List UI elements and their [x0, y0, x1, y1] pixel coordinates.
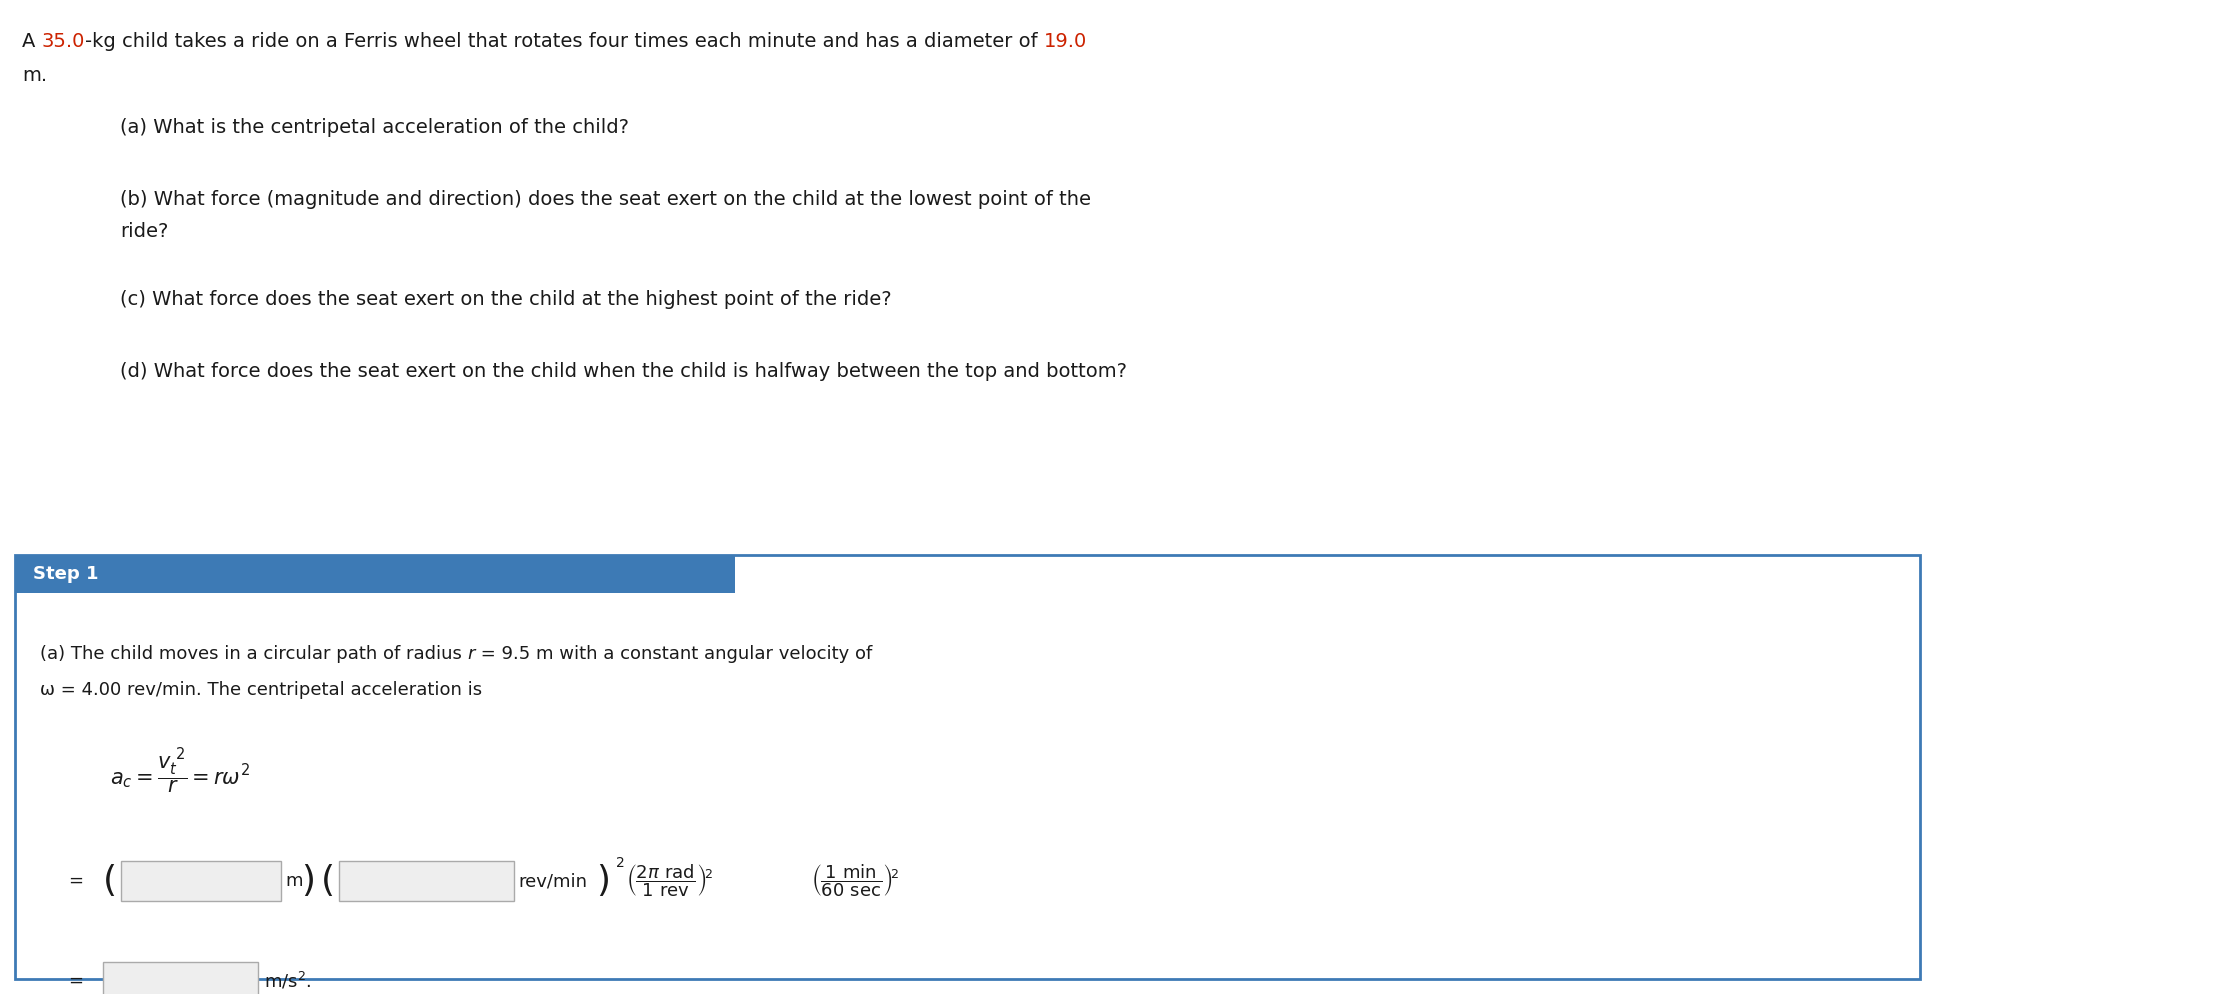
- Text: (a) What is the centripetal acceleration of the child?: (a) What is the centripetal acceleration…: [120, 118, 629, 137]
- Text: (c) What force does the seat exert on the child at the highest point of the ride: (c) What force does the seat exert on th…: [120, 290, 891, 309]
- Text: A: A: [22, 32, 42, 51]
- Text: ω = 4.00 rev/min. The centripetal acceleration is: ω = 4.00 rev/min. The centripetal accele…: [40, 681, 482, 699]
- Text: (d) What force does the seat exert on the child when the child is halfway betwee: (d) What force does the seat exert on th…: [120, 362, 1127, 381]
- Bar: [102, 962, 258, 994]
- Text: rev/min: rev/min: [518, 872, 587, 890]
- Text: r: r: [467, 645, 476, 663]
- Text: $\left(\dfrac{1\ \mathrm{min}}{60\ \mathrm{sec}}\right)^{\!2}$: $\left(\dfrac{1\ \mathrm{min}}{60\ \math…: [811, 863, 900, 900]
- Text: Step 1: Step 1: [33, 565, 98, 583]
- Text: $\left(\dfrac{2\pi\ \mathrm{rad}}{1\ \mathrm{rev}}\right)^{\!2}$: $\left(\dfrac{2\pi\ \mathrm{rad}}{1\ \ma…: [627, 863, 713, 900]
- Text: ): ): [300, 864, 316, 898]
- Text: 35.0: 35.0: [42, 32, 84, 51]
- Text: (: (: [102, 864, 118, 898]
- Bar: [16, 555, 1920, 979]
- Text: m/s$^2$.: m/s$^2$.: [264, 970, 311, 992]
- Text: ride?: ride?: [120, 222, 169, 241]
- Text: 2: 2: [615, 856, 624, 870]
- Text: (: (: [320, 864, 336, 898]
- Text: m.: m.: [22, 66, 47, 85]
- Text: ): ): [595, 864, 611, 898]
- Text: (b) What force (magnitude and direction) does the seat exert on the child at the: (b) What force (magnitude and direction)…: [120, 190, 1091, 209]
- Bar: [120, 861, 280, 901]
- Text: (a) The child moves in a circular path of radius: (a) The child moves in a circular path o…: [40, 645, 467, 663]
- Bar: [16, 555, 735, 593]
- Text: 19.0: 19.0: [1044, 32, 1087, 51]
- Text: = 9.5 m with a constant angular velocity of: = 9.5 m with a constant angular velocity…: [476, 645, 873, 663]
- Text: m: m: [284, 872, 302, 890]
- Text: $a_c = \dfrac{v_t^{\ 2}}{r} = r\omega^2$: $a_c = \dfrac{v_t^{\ 2}}{r} = r\omega^2$: [111, 746, 251, 796]
- Text: -kg child takes a ride on a Ferris wheel that rotates four times each minute and: -kg child takes a ride on a Ferris wheel…: [84, 32, 1044, 51]
- Text: =: =: [69, 872, 82, 890]
- Text: =: =: [69, 972, 82, 990]
- Bar: [340, 861, 513, 901]
